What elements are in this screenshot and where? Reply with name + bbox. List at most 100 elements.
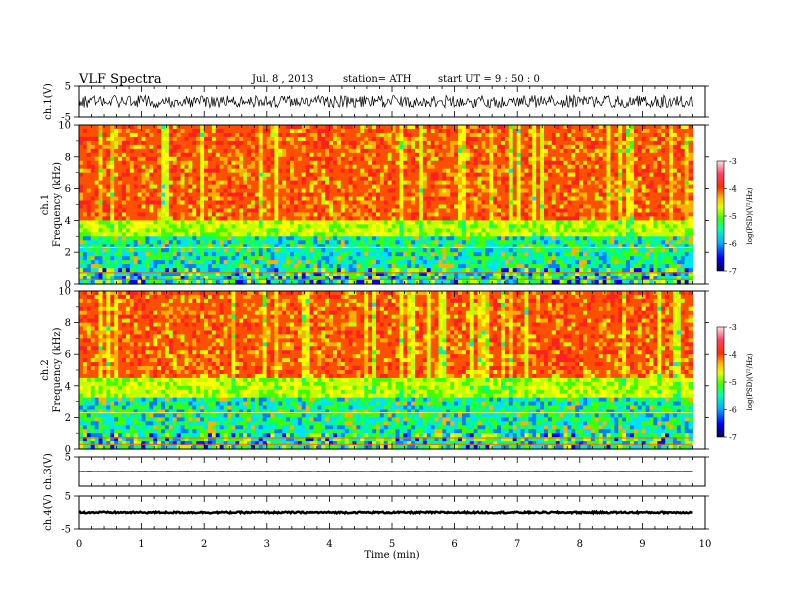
spectrogram-cell [125, 188, 131, 194]
spectrogram-cell [586, 156, 592, 162]
spectrogram-cell [512, 244, 518, 249]
spectrogram-cell [536, 156, 541, 162]
spectrogram-cell [450, 240, 455, 245]
spectrogram-cell [567, 132, 572, 138]
spectrogram-cell [508, 176, 514, 182]
spectrogram-cell [227, 196, 232, 202]
spectrogram-cell [633, 208, 639, 214]
spectrogram-cell [532, 128, 537, 134]
spectrogram-cell [239, 140, 244, 146]
spectrogram-cell [387, 204, 393, 210]
spectrogram-cell [680, 168, 686, 174]
spectrogram-cell [469, 192, 475, 198]
spectrogram-cell [352, 172, 358, 178]
spectrogram-cell [239, 160, 244, 166]
spectrogram-cell [536, 172, 541, 178]
spectrogram-cell [485, 208, 490, 214]
spectrogram-cell [235, 224, 240, 229]
spectrogram-cell [235, 148, 240, 154]
spectrogram-cell [629, 176, 635, 182]
spectrogram-cell [313, 208, 318, 214]
spectrogram-cell [606, 236, 612, 241]
spectrogram-cell [598, 240, 604, 245]
spectrogram-cell [90, 136, 96, 142]
spectrogram-cell [356, 168, 361, 174]
spectrogram-cell [672, 148, 678, 154]
spectrogram-cell [340, 228, 346, 233]
spectrogram-cell [274, 172, 279, 178]
spectrogram-cell [352, 232, 358, 237]
spectrogram-cell [274, 212, 279, 218]
spectrogram-cell [465, 244, 471, 249]
spectrogram-cell [297, 224, 303, 229]
spectrogram-cell [82, 244, 88, 249]
spectrogram-cell [418, 216, 424, 222]
spectrogram-cell [450, 144, 455, 150]
spectrogram-cell [375, 236, 381, 241]
spectrogram-cell [340, 204, 346, 210]
spectrogram-cell [121, 240, 127, 245]
spectrogram-cell [106, 232, 111, 237]
spectrogram-cell [583, 236, 588, 241]
spectrogram-cell [118, 248, 123, 253]
spectrogram-cell [200, 240, 205, 245]
spectrogram-cell [422, 152, 428, 158]
spectrogram-cell [282, 132, 287, 138]
spectrogram-cell [465, 125, 471, 130]
spectrogram-cell [94, 188, 100, 194]
spectrogram-cell [293, 152, 299, 158]
spectrogram-cell [438, 244, 443, 249]
spectrogram-cell [188, 228, 193, 233]
spectrogram-cell [567, 216, 572, 222]
spectrogram-cell [133, 192, 139, 198]
spectrogram-cell [395, 136, 401, 142]
spectrogram-cell [153, 125, 158, 130]
spectrogram-cell [532, 188, 537, 194]
spectrogram-cell [290, 152, 295, 158]
spectrogram-cell [426, 164, 432, 170]
spectrogram-cell [575, 224, 580, 229]
spectrogram-cell [563, 128, 569, 134]
spectrogram-cell [215, 196, 221, 202]
spectrogram-cell [356, 132, 361, 138]
spectrogram-cell [239, 232, 244, 237]
spectrogram-cell [301, 196, 307, 202]
spectrogram-cell [231, 204, 236, 210]
spectrogram-cell [207, 192, 213, 198]
spectrogram-cell [559, 156, 565, 162]
spectrogram-cell [82, 136, 88, 142]
spectrogram-cell [297, 180, 303, 186]
spectrogram-cell [461, 212, 467, 218]
spectrogram-cell [606, 240, 612, 245]
spectrogram-cell [415, 208, 420, 214]
spectrogram-cell [442, 136, 447, 142]
spectrogram-cell [227, 144, 232, 150]
spectrogram-cell [669, 156, 674, 162]
spectrogram-cell [411, 196, 416, 202]
spectrogram-cell [145, 244, 150, 249]
spectrogram-cell [551, 140, 557, 146]
spectrogram-cell [418, 156, 424, 162]
spectrogram-cell [454, 125, 459, 130]
spectrogram-cell [313, 144, 318, 150]
spectrogram-cell [399, 176, 404, 182]
spectrogram-cell [274, 188, 279, 194]
spectrogram-cell [688, 136, 694, 142]
spectrogram-cell [375, 200, 381, 206]
spectrogram-cell [485, 240, 490, 245]
spectrogram-cell [219, 164, 225, 170]
spectrogram-cell [489, 248, 494, 253]
spectrogram-cell [516, 220, 522, 225]
spectrogram-cell [90, 236, 96, 241]
spectrogram-cell [196, 180, 201, 186]
spectrogram-cell [571, 128, 576, 134]
spectrogram-cell [274, 140, 279, 146]
spectrogram-cell [141, 136, 147, 142]
spectrogram-cell [399, 196, 404, 202]
spectrogram-cell [622, 160, 627, 166]
spectrogram-cell [602, 180, 608, 186]
spectrogram-cell [94, 236, 100, 241]
spectrogram-cell [145, 204, 150, 210]
spectrogram-cell [282, 172, 287, 178]
spectrogram-cell [227, 212, 232, 218]
